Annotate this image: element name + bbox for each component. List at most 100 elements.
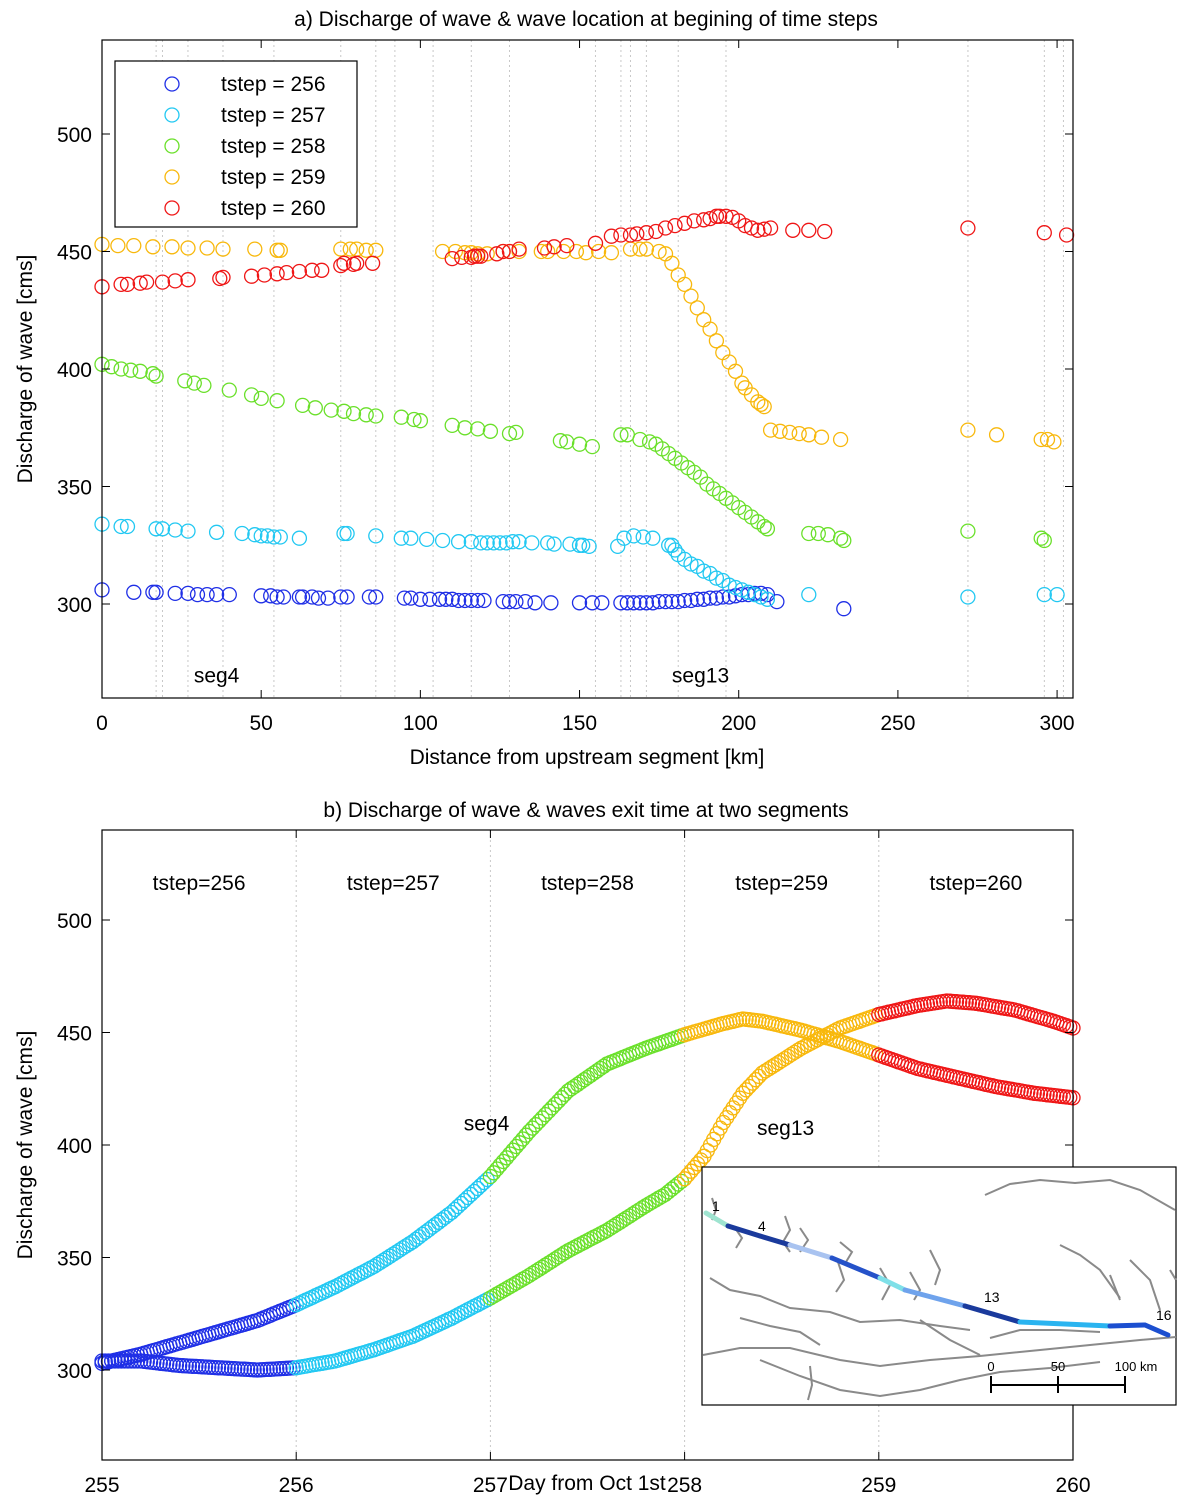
data-point [269, 242, 285, 258]
data-point [817, 223, 833, 240]
data-point [571, 595, 588, 611]
data-point [702, 210, 718, 227]
tstep-label: tstep=258 [541, 872, 634, 895]
data-point [473, 248, 489, 264]
data-point [638, 225, 655, 241]
data-point [253, 528, 269, 544]
data-point [314, 262, 330, 278]
panel-b-title: b) Discharge of wave & waves exit time a… [323, 799, 848, 822]
data-point [339, 525, 355, 542]
data-point [667, 542, 683, 558]
panel-a-x-axis-label: Distance from upstream segment [km] [410, 746, 765, 769]
data-point [129, 1353, 146, 1369]
data-point [336, 255, 352, 271]
panel-a-annotation-seg13: seg13 [672, 665, 729, 688]
data-point [148, 521, 164, 537]
data-point [725, 1100, 741, 1116]
legend-marker-260 [164, 200, 180, 216]
data-point [294, 397, 311, 414]
data-point [664, 255, 680, 271]
data-point [444, 591, 460, 607]
data-point [333, 257, 349, 274]
data-point [97, 1353, 113, 1369]
y-tick-label: 300 [57, 1360, 92, 1383]
panel-a-title: a) Discharge of wave & wave location at … [294, 8, 878, 31]
panel-b-annotation-seg13: seg13 [757, 1117, 814, 1140]
y-tick-label: 350 [57, 1248, 92, 1271]
data-point [683, 556, 699, 572]
data-point [782, 424, 798, 441]
data-point [310, 590, 327, 606]
data-point [708, 208, 725, 224]
data-point [189, 586, 206, 603]
data-point [750, 222, 766, 238]
data-point [463, 534, 479, 550]
data-point [113, 361, 129, 377]
inset-main-river [703, 1210, 1171, 1338]
data-point [243, 387, 260, 403]
data-point [721, 354, 737, 370]
data-point [1046, 434, 1062, 450]
y-tick-label: 350 [57, 477, 92, 500]
data-point [470, 248, 486, 264]
x-tick-label: 300 [1040, 712, 1075, 735]
tstep-label: tstep=257 [347, 872, 440, 895]
legend-marker-257 [164, 107, 180, 123]
data-point [571, 537, 588, 553]
data-point [243, 268, 260, 284]
data-point [960, 589, 976, 605]
data-point [708, 333, 725, 349]
data-point [715, 344, 731, 361]
tstep-label: tstep=260 [929, 872, 1022, 895]
data-point [836, 601, 852, 617]
data-point [492, 535, 508, 551]
data-point [269, 393, 285, 409]
data-point [836, 532, 852, 549]
legend-label-259: tstep = 259 [221, 166, 326, 189]
data-point [651, 593, 667, 610]
data-point [1036, 586, 1052, 603]
legend-label-256: tstep = 256 [221, 73, 326, 96]
data-point [275, 589, 292, 605]
y-tick-label: 400 [57, 359, 92, 382]
data-point [581, 538, 597, 555]
data-point [689, 300, 705, 316]
data-point [256, 267, 273, 283]
data-point [756, 518, 772, 535]
data-point [696, 563, 712, 579]
data-point [234, 525, 250, 542]
data-point [103, 359, 120, 375]
legend-marker-256 [164, 76, 180, 92]
data-point [368, 528, 384, 544]
data-point [450, 592, 467, 609]
data-point [253, 390, 269, 407]
data-point [132, 363, 148, 379]
data-point [107, 1353, 123, 1369]
inset-river-map: 1 4 13 16 0 50 100 km [701, 1166, 1177, 1406]
data-point [291, 530, 308, 546]
data-point [403, 590, 419, 606]
x-tick-label: 200 [721, 712, 756, 735]
data-point [466, 248, 483, 264]
data-point [323, 402, 339, 418]
legend-entry-257: tstep = 257 [164, 104, 326, 127]
data-point [772, 423, 788, 439]
data-point [393, 409, 409, 425]
data-point [336, 525, 352, 542]
panel-a-annotation-seg4: seg4 [194, 665, 240, 688]
inset-label-1: 1 [712, 1198, 720, 1214]
tstep-label: tstep=256 [153, 872, 246, 895]
data-point [753, 589, 769, 605]
data-point [960, 422, 976, 438]
data-point [342, 241, 358, 257]
data-point [524, 535, 540, 551]
data-point [307, 400, 323, 416]
x-tick-label: 258 [667, 1474, 702, 1497]
data-point [613, 227, 629, 243]
inset-scale-100: 100 km [1115, 1359, 1158, 1374]
inset-scale-0: 0 [987, 1359, 994, 1374]
data-point [1058, 227, 1075, 243]
data-point [431, 591, 448, 607]
data-point [145, 584, 161, 600]
